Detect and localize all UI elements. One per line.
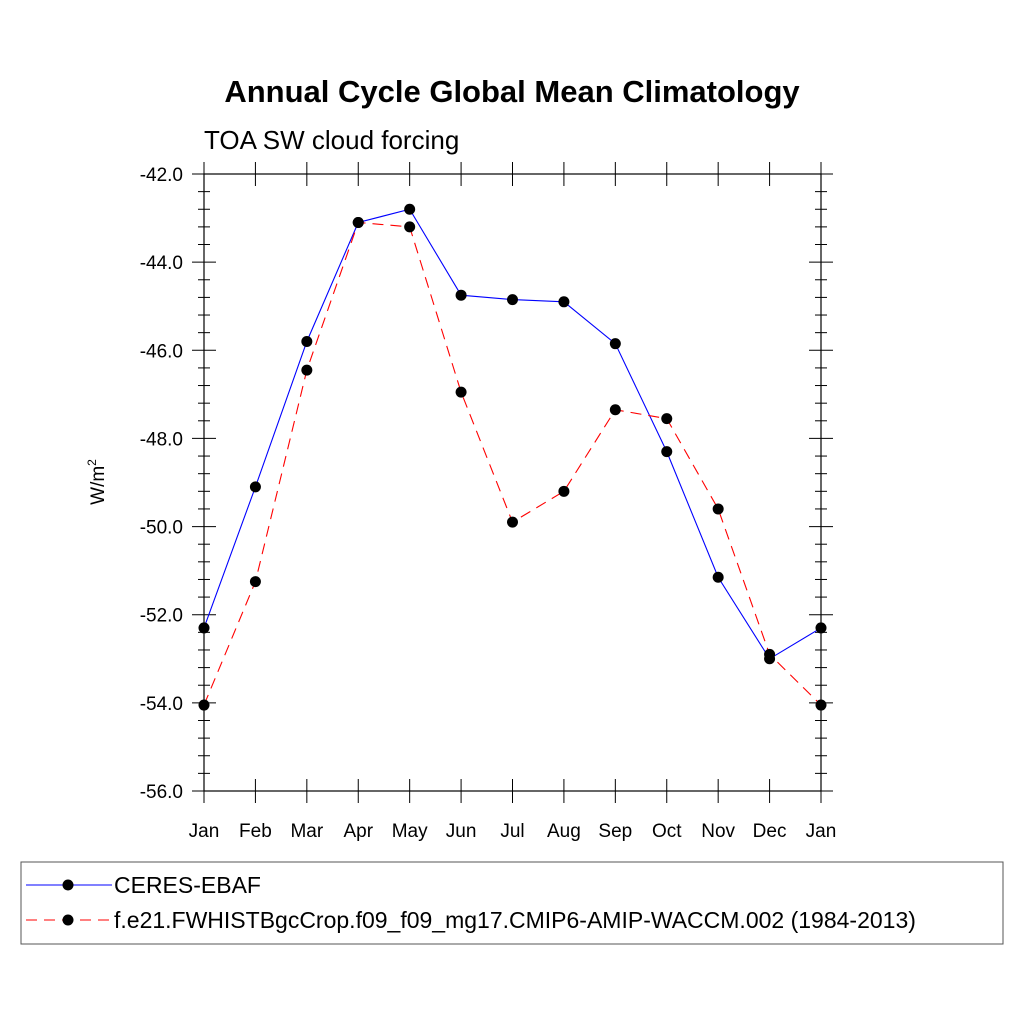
x-tick-label: Oct (652, 821, 682, 842)
series-1-point (712, 571, 724, 583)
axis-ticks (192, 162, 833, 803)
legend-items: CERES-EBAF f.e21.FWHISTBgcCrop.f09_f09_mg… (26, 872, 916, 933)
y-tick-labels: -56.0 -54.0 -52.0 -50.0 -48.0 -46.0 -44.0 -42.0 (140, 165, 183, 803)
y-axis-label-superscript: 2 (85, 459, 99, 466)
x-tick-label: Jul (500, 821, 524, 842)
legend-marker-2 (62, 914, 74, 926)
series-2-point (815, 699, 827, 711)
series-2-point (558, 485, 570, 497)
x-tick-label: Jan (806, 821, 837, 842)
series-2-point (661, 413, 673, 425)
legend-label-2: f.e21.FWHISTBgcCrop.f09_f09_mg17.CMIP6-A… (114, 907, 916, 933)
x-tick-label: Dec (753, 821, 787, 842)
series-1-point (198, 622, 210, 634)
chart-title: Annual Cycle Global Mean Climatology (224, 74, 800, 109)
series-1-point (301, 335, 313, 347)
y-tick-label: -52.0 (140, 606, 183, 627)
series-2-point (455, 386, 467, 398)
series-2-point (198, 699, 210, 711)
series-2-point (712, 503, 724, 515)
series-1-point (815, 622, 827, 634)
series-1-point (404, 203, 416, 215)
x-tick-label: Sep (598, 821, 632, 842)
series-2-point (764, 648, 776, 660)
series-2-point (249, 576, 261, 588)
y-tick-label: -42.0 (140, 165, 183, 186)
series-1-point (507, 294, 518, 306)
svg-text:W/m2: W/m2 (85, 459, 109, 505)
y-tick-label: -50.0 (140, 518, 183, 539)
x-tick-label: Jun (446, 821, 477, 842)
series-2-point (404, 221, 416, 233)
x-tick-label: Apr (343, 821, 373, 842)
chart-subtitle: TOA SW cloud forcing (204, 125, 459, 155)
series-2-point (352, 216, 364, 228)
x-tick-label: Aug (547, 821, 581, 842)
legend-label-1: CERES-EBAF (114, 872, 261, 898)
x-tick-label: May (392, 821, 428, 842)
legend-box (20, 861, 1004, 945)
series-layer (198, 203, 827, 711)
series-1-point (609, 338, 621, 350)
y-tick-label: -56.0 (140, 782, 183, 803)
legend: CERES-EBAF f.e21.FWHISTBgcCrop.f09_f09_mg… (20, 861, 1004, 945)
y-tick-label: -46.0 (140, 341, 183, 362)
series-1-point (455, 289, 467, 301)
legend-marker-1 (62, 879, 74, 891)
y-tick-label: -54.0 (140, 694, 183, 715)
y-tick-label: -48.0 (140, 429, 183, 450)
x-tick-label: Nov (701, 821, 735, 842)
y-axis-label-text: W/m (88, 466, 109, 505)
series-1-point (249, 481, 261, 493)
series-line-1 (203, 208, 822, 660)
series-2-point (507, 516, 518, 528)
series-1-point (558, 296, 570, 308)
series-2-point (609, 404, 621, 416)
y-axis-label: W/m2 (85, 459, 109, 505)
x-tick-label: Feb (239, 821, 272, 842)
plot-frame (203, 173, 822, 792)
y-tick-label: -44.0 (140, 253, 183, 274)
series-1-point (661, 446, 673, 458)
series-2-point (301, 364, 313, 376)
x-tick-labels: Jan Feb Mar Apr May Jun Jul Aug Sep Oct Nov Dec Jan (189, 821, 837, 842)
x-tick-label: Mar (290, 821, 323, 842)
x-tick-label: Jan (189, 821, 220, 842)
